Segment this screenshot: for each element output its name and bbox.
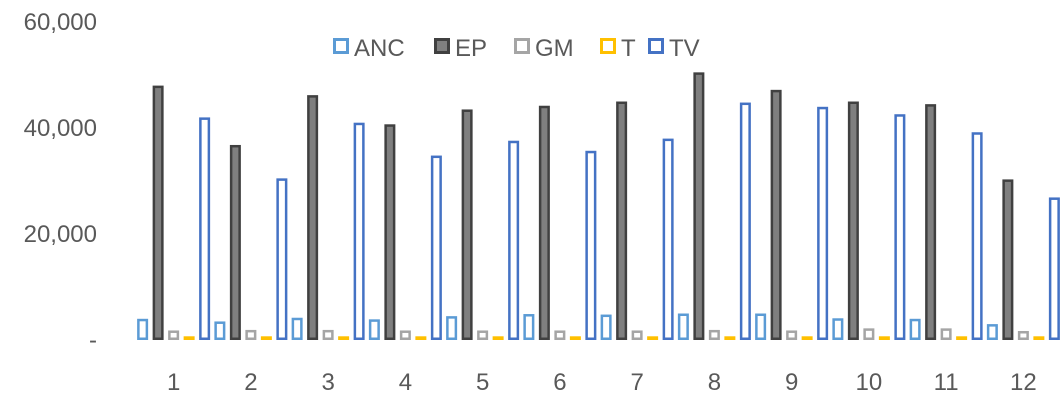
bar-anc: [523, 314, 535, 340]
bar-t: [338, 336, 350, 341]
legend-label-anc: ANC: [354, 35, 405, 62]
bar-ep: [461, 109, 473, 340]
bar-anc: [600, 314, 612, 340]
bar-tv: [585, 150, 597, 340]
legend-label-tv: TV: [669, 35, 700, 62]
legend-swatch-t: [600, 38, 616, 54]
x-tick-label: 7: [630, 369, 643, 393]
bar-gm: [554, 330, 566, 340]
legend-swatch-anc: [333, 38, 349, 54]
bar-ep: [152, 85, 164, 340]
y-axis: - 20,000 40,000 60,000: [24, 9, 97, 354]
bar-ep: [770, 89, 782, 340]
bar-gm: [631, 330, 643, 340]
bar-gm: [245, 329, 257, 340]
bar-tv: [739, 102, 751, 340]
legend-swatch-gm: [514, 38, 530, 54]
bar-gm: [399, 330, 411, 340]
bar-anc: [368, 319, 380, 340]
x-tick-label: 12: [1010, 369, 1037, 393]
bar-gm: [1017, 330, 1029, 340]
x-tick-label: 8: [708, 369, 721, 393]
bar-ep: [538, 105, 550, 340]
bars: [137, 72, 1060, 341]
bar-tv: [430, 155, 442, 340]
bar-tv: [353, 122, 365, 340]
bar-anc: [909, 318, 921, 340]
bar-t: [724, 336, 736, 341]
bar-anc: [446, 316, 458, 340]
y-tick-label: 40,000: [24, 115, 97, 142]
bar-anc: [137, 318, 149, 340]
bar-anc: [755, 313, 767, 340]
x-tick-label: 11: [934, 369, 959, 393]
y-tick-label: -: [89, 327, 97, 354]
bar-anc: [214, 321, 226, 341]
bar-tv: [1048, 197, 1060, 340]
bar-gm: [322, 329, 334, 340]
x-tick-label: 1: [167, 369, 180, 393]
bar-gm: [168, 330, 180, 340]
bar-t: [569, 336, 581, 341]
bar-ep: [307, 95, 319, 340]
x-axis: 1 2 3 4 5 6 7 8 9 10 11 12: [167, 369, 1037, 393]
bar-ep: [693, 72, 705, 340]
x-tick-label: 5: [476, 369, 489, 393]
bar-ep: [847, 101, 859, 340]
bar-ep: [1002, 179, 1014, 340]
bar-anc: [291, 317, 303, 340]
bar-gm: [786, 330, 798, 340]
bar-ep: [229, 144, 241, 340]
bar-tv: [662, 138, 674, 340]
y-tick-label: 20,000: [24, 221, 97, 248]
legend-label-gm: GM: [535, 35, 574, 62]
bar-t: [878, 336, 890, 341]
y-tick-label: 60,000: [24, 9, 97, 36]
bar-tv: [276, 178, 288, 340]
bar-gm: [708, 329, 720, 340]
bar-gm: [863, 328, 875, 340]
bar-t: [647, 336, 659, 341]
bar-anc: [986, 324, 998, 341]
bar-ep: [616, 101, 628, 340]
bar-t: [415, 336, 427, 341]
x-tick-label: 10: [856, 369, 883, 393]
bar-anc: [832, 318, 844, 340]
bar-gm: [940, 328, 952, 340]
bar-t: [492, 336, 504, 341]
legend-label-ep: EP: [455, 35, 487, 62]
bar-t: [801, 336, 813, 341]
legend: ANC EP GM T TV: [333, 35, 700, 62]
bar-t: [956, 336, 968, 341]
x-tick-label: 6: [553, 369, 566, 393]
bar-t: [260, 336, 272, 341]
legend-swatch-tv: [648, 38, 664, 54]
bar-tv: [894, 114, 906, 340]
bar-ep: [925, 104, 937, 341]
x-tick-label: 4: [399, 369, 412, 393]
bar-tv: [817, 106, 829, 340]
x-tick-label: 9: [785, 369, 798, 393]
legend-swatch-ep: [434, 38, 450, 54]
bar-anc: [677, 313, 689, 340]
bar-t: [183, 336, 195, 341]
x-tick-label: 2: [244, 369, 257, 393]
bar-tv: [971, 132, 983, 340]
legend-label-t: T: [621, 35, 636, 62]
bar-tv: [199, 117, 211, 341]
bar-ep: [384, 124, 396, 341]
bar-tv: [508, 140, 520, 340]
bar-gm: [477, 330, 489, 340]
x-tick-label: 3: [321, 369, 334, 393]
bar-t: [1033, 336, 1045, 341]
